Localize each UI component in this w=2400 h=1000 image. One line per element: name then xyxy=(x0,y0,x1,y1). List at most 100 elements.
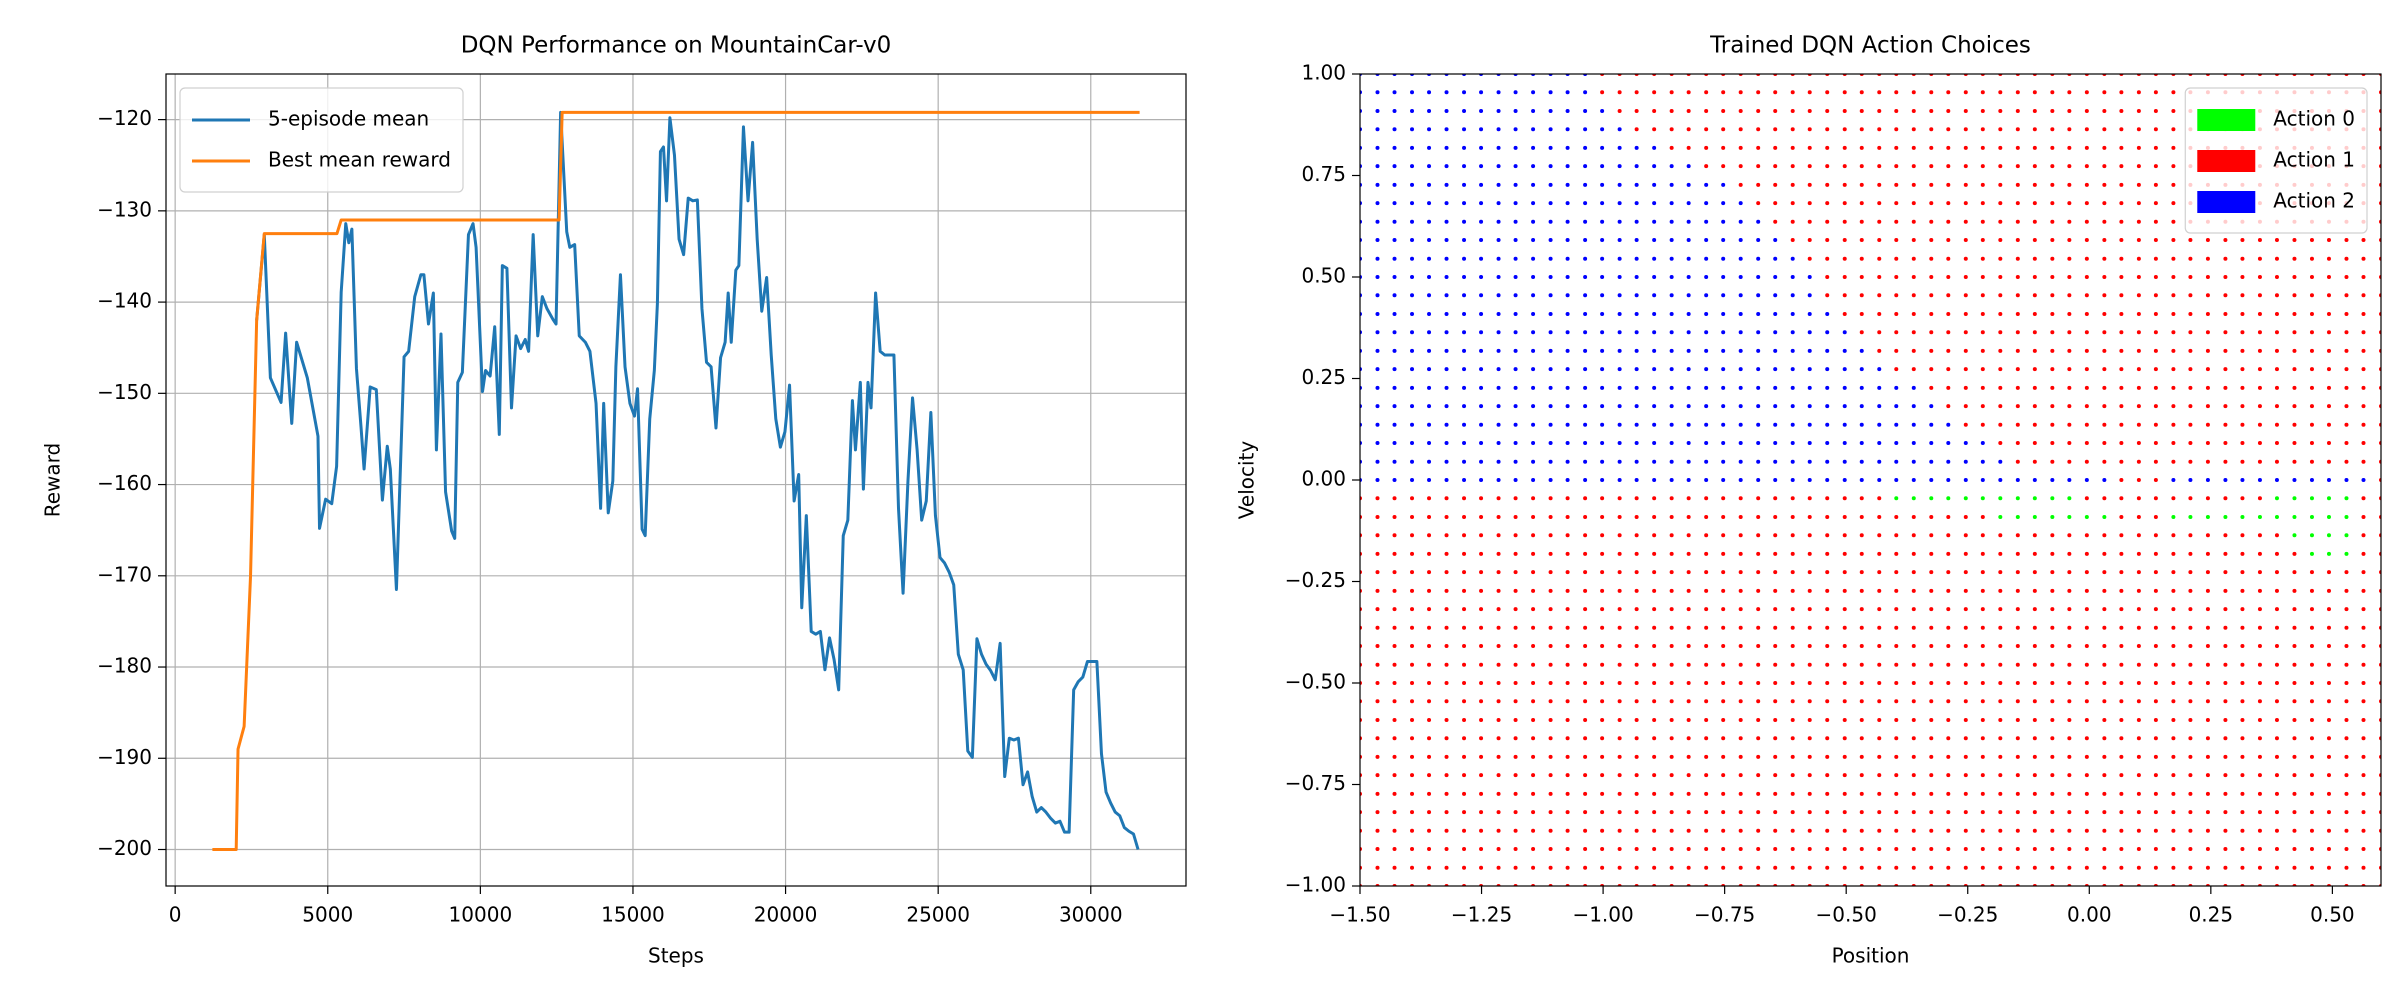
point xyxy=(1859,681,1864,685)
point xyxy=(2205,367,2210,372)
point xyxy=(1410,496,1415,501)
point xyxy=(1807,238,1812,243)
point xyxy=(2257,275,2262,279)
point xyxy=(2136,681,2141,685)
point xyxy=(1911,201,1916,206)
point xyxy=(1963,644,1968,649)
point xyxy=(2084,662,2089,667)
point xyxy=(1859,293,1864,298)
point xyxy=(2257,570,2262,575)
point xyxy=(2188,330,2193,335)
point xyxy=(1894,348,1899,353)
point xyxy=(1980,791,1985,796)
point xyxy=(1652,478,1657,482)
point xyxy=(1634,182,1639,187)
point xyxy=(1790,385,1795,390)
point xyxy=(2032,810,2037,815)
point xyxy=(2309,699,2314,704)
point xyxy=(1790,570,1795,575)
point xyxy=(2050,182,2055,187)
point xyxy=(1686,219,1691,224)
point xyxy=(1669,182,1674,187)
point xyxy=(1842,422,1847,427)
point xyxy=(1929,791,1934,796)
point xyxy=(1877,367,1882,372)
point xyxy=(1531,681,1536,685)
point xyxy=(1652,828,1657,833)
point xyxy=(1496,478,1501,482)
point xyxy=(1980,441,1985,446)
point xyxy=(1375,828,1380,833)
point xyxy=(1773,865,1778,870)
point xyxy=(1738,699,1743,704)
point xyxy=(2171,90,2176,95)
point xyxy=(1825,201,1830,206)
point xyxy=(2309,459,2314,464)
point xyxy=(2361,865,2366,870)
point xyxy=(1548,459,1553,464)
point xyxy=(1980,717,1985,722)
point xyxy=(1479,367,1484,372)
point xyxy=(1790,681,1795,685)
point xyxy=(1496,275,1501,279)
point xyxy=(1790,644,1795,649)
point xyxy=(2240,348,2245,353)
point xyxy=(1600,385,1605,390)
point xyxy=(2361,717,2366,722)
point xyxy=(1686,385,1691,390)
point xyxy=(1911,699,1916,704)
point xyxy=(1600,644,1605,649)
point xyxy=(2309,404,2314,409)
point xyxy=(1911,108,1916,113)
point xyxy=(1738,256,1743,261)
point xyxy=(1825,828,1830,833)
point xyxy=(1513,810,1518,815)
point xyxy=(1842,385,1847,390)
point xyxy=(1929,551,1934,556)
point xyxy=(1479,478,1484,482)
point xyxy=(1669,570,1674,575)
point xyxy=(1617,514,1622,519)
point xyxy=(1825,644,1830,649)
point xyxy=(1773,681,1778,685)
point xyxy=(1583,754,1588,759)
point xyxy=(2223,717,2228,722)
point xyxy=(1963,736,1968,741)
point xyxy=(1894,108,1899,113)
point xyxy=(2153,404,2158,409)
point xyxy=(1946,496,1951,501)
point xyxy=(1392,404,1397,409)
point xyxy=(1531,791,1536,796)
point xyxy=(1669,847,1674,852)
point xyxy=(1842,478,1847,482)
point xyxy=(1444,182,1449,187)
point xyxy=(2344,773,2349,778)
point xyxy=(2240,385,2245,390)
point xyxy=(1652,773,1657,778)
point xyxy=(1496,164,1501,169)
point xyxy=(1894,588,1899,593)
point xyxy=(2205,754,2210,759)
point xyxy=(1773,201,1778,206)
point xyxy=(1479,422,1484,427)
point xyxy=(1756,514,1761,519)
point xyxy=(1980,773,1985,778)
point xyxy=(1462,201,1467,206)
point xyxy=(1998,644,2003,649)
point xyxy=(1444,810,1449,815)
point xyxy=(2102,625,2107,630)
point xyxy=(1946,459,1951,464)
point xyxy=(1790,533,1795,538)
point xyxy=(1410,127,1415,132)
point xyxy=(1877,422,1882,427)
point xyxy=(1963,441,1968,446)
point xyxy=(1738,773,1743,778)
point xyxy=(1496,404,1501,409)
point xyxy=(1894,551,1899,556)
point xyxy=(1756,311,1761,316)
point xyxy=(2084,551,2089,556)
point xyxy=(1807,478,1812,482)
point xyxy=(1773,108,1778,113)
point xyxy=(2344,625,2349,630)
point xyxy=(1859,330,1864,335)
